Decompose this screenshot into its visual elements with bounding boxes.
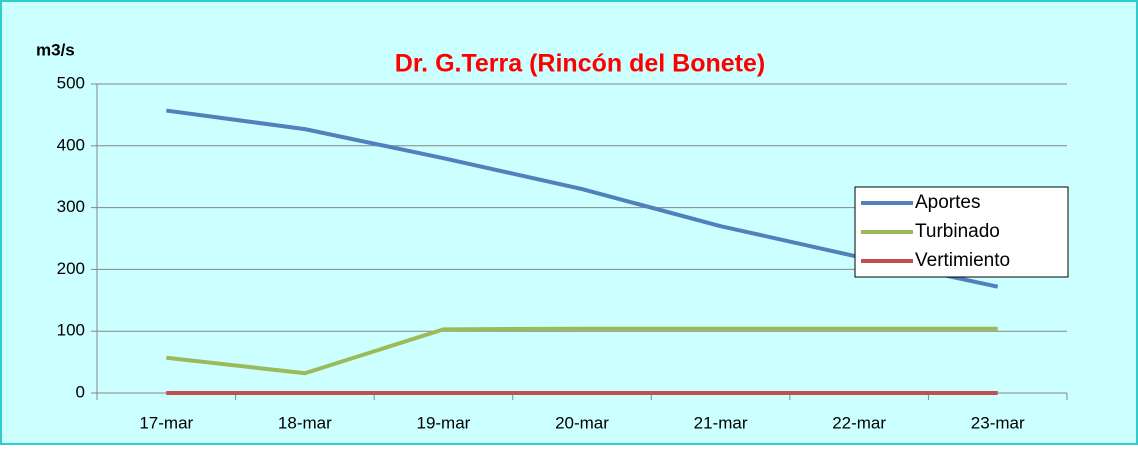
x-tick-label: 18-mar bbox=[278, 413, 332, 432]
chart-title: Dr. G.Terra (Rincón del Bonete) bbox=[395, 50, 765, 78]
y-tick-label: 400 bbox=[57, 135, 85, 154]
x-tick-label: 22-mar bbox=[832, 413, 886, 432]
legend-label: Aportes bbox=[915, 192, 980, 213]
y-tick-label: 100 bbox=[57, 321, 85, 340]
x-tick-label: 17-mar bbox=[139, 413, 193, 432]
y-tick-label: 200 bbox=[57, 259, 85, 278]
legend-label: Turbinado bbox=[915, 221, 1000, 242]
y-tick-label: 300 bbox=[57, 197, 85, 216]
x-tick-label: 21-mar bbox=[694, 413, 748, 432]
legend-label: Vertimiento bbox=[915, 250, 1010, 271]
x-tick-label: 19-mar bbox=[416, 413, 470, 432]
x-tick-label: 20-mar bbox=[555, 413, 609, 432]
series-line bbox=[166, 326, 998, 376]
y-tick-label: 0 bbox=[76, 382, 85, 401]
y-axis-label: m3/s bbox=[36, 40, 75, 59]
x-tick-label: 23-mar bbox=[971, 413, 1025, 432]
y-tick-label: 500 bbox=[57, 73, 85, 92]
